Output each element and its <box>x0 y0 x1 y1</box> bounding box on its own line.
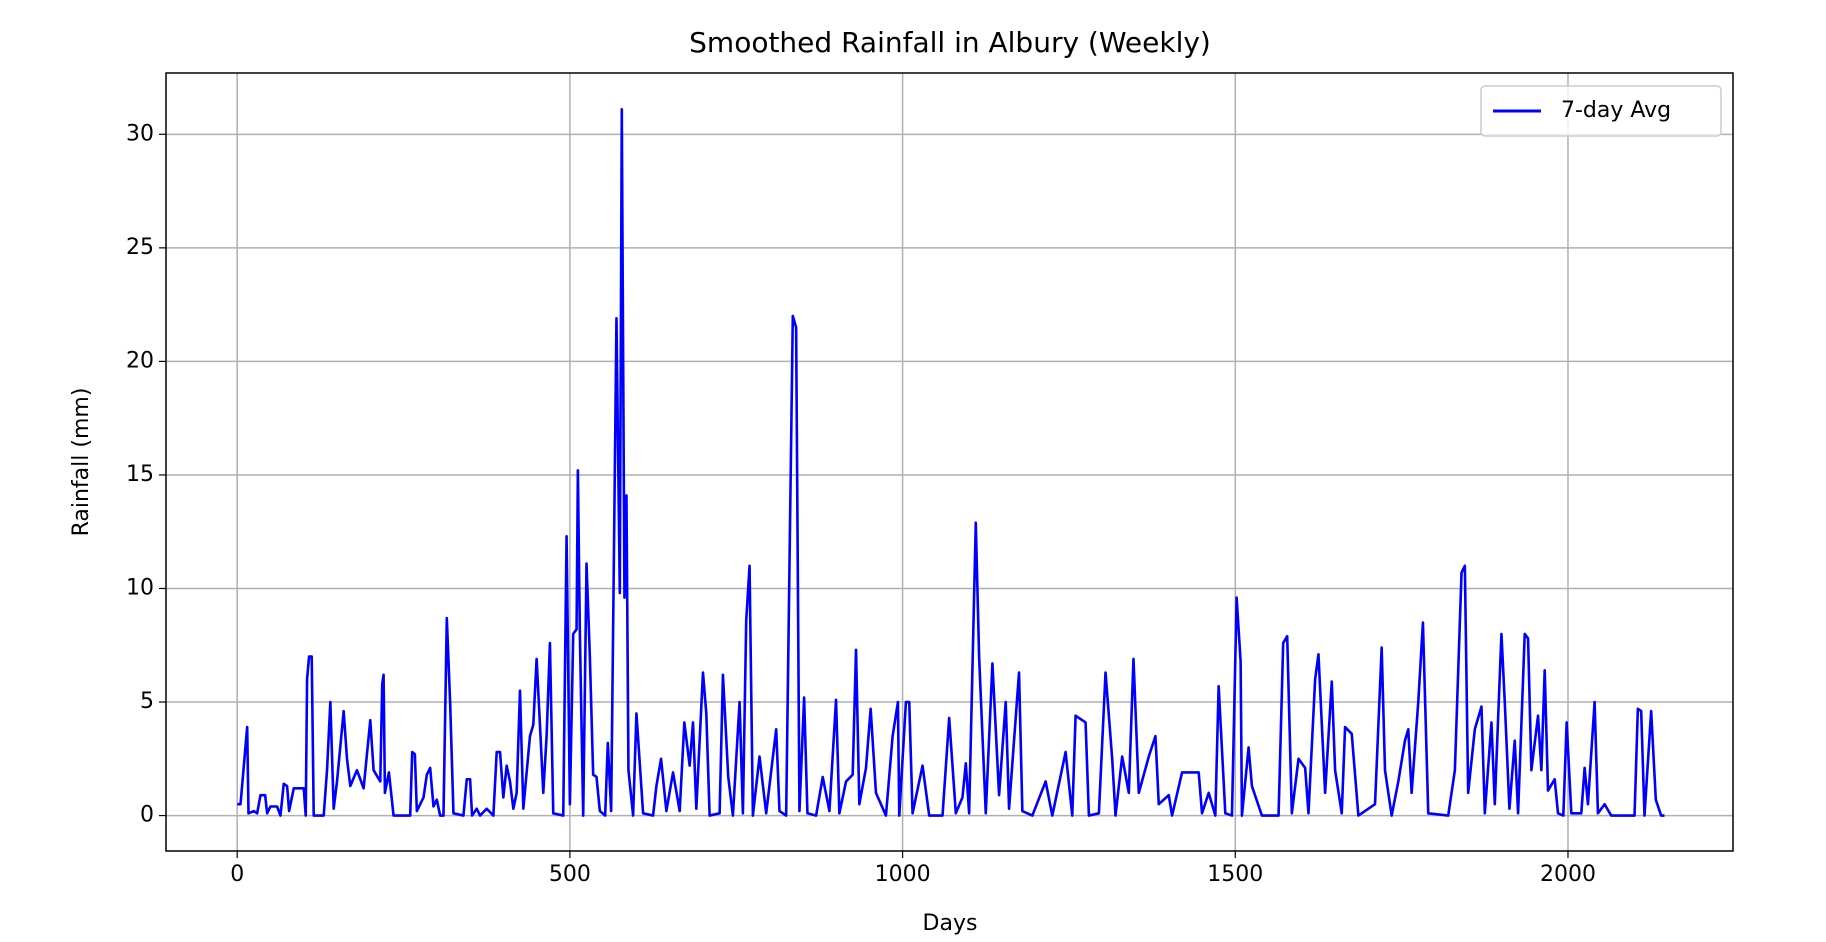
x-tick-label: 2000 <box>1540 862 1596 887</box>
x-tick-label: 1000 <box>875 862 931 887</box>
y-tick-label: 25 <box>126 235 154 260</box>
line-series <box>237 108 1665 817</box>
legend-box <box>1480 85 1722 137</box>
x-tick-label: 0 <box>230 862 244 887</box>
x-tick-label: 1500 <box>1207 862 1263 887</box>
y-tick-label: 5 <box>140 689 154 714</box>
y-tick-label: 10 <box>126 575 154 600</box>
chart-title: Smoothed Rainfall in Albury (Weekly) <box>689 26 1211 59</box>
y-tick-label: 30 <box>126 121 154 146</box>
y-tick-label: 0 <box>140 803 154 828</box>
plot-frame <box>165 72 1734 852</box>
x-tick-label: 500 <box>549 862 591 887</box>
y-tick-label: 20 <box>126 348 154 373</box>
legend-label: 7-day Avg <box>1561 98 1671 123</box>
y-tick-label: 15 <box>126 462 154 487</box>
x-axis-label: Days <box>923 911 978 936</box>
y-axis-label: Rainfall (mm) <box>69 388 94 537</box>
